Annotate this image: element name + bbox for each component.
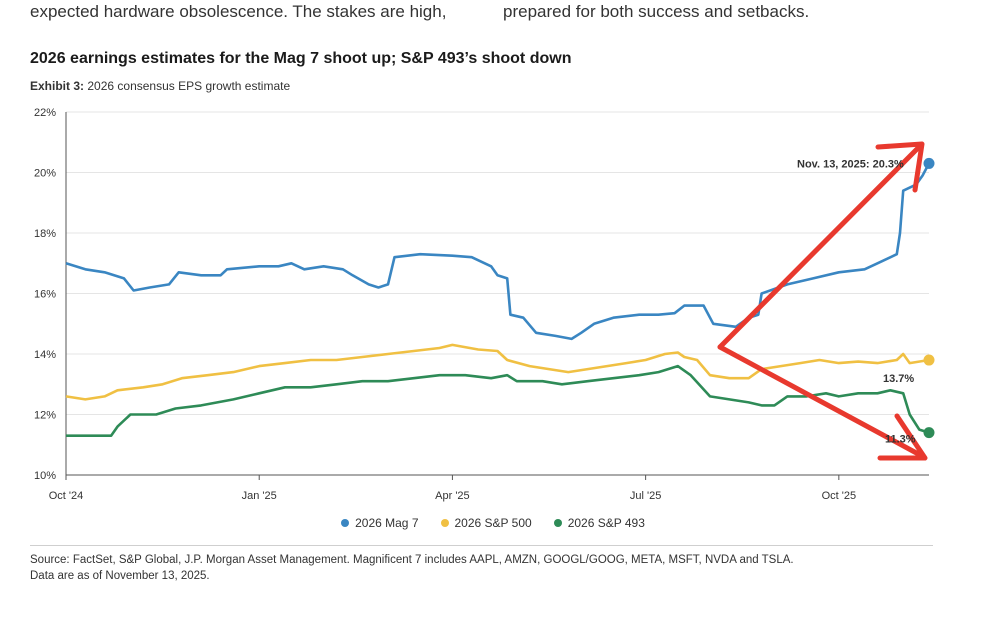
article-text-right: prepared for both success and setbacks. — [503, 2, 810, 21]
source-divider — [30, 545, 933, 546]
y-tick-label: 18% — [34, 228, 56, 240]
legend-item-sp500: 2026 S&P 500 — [440, 516, 532, 530]
series-line-mag7 — [65, 162, 931, 341]
source-line-1: Source: FactSet, S&P Global, J.P. Morgan… — [30, 554, 794, 566]
end-marker-sp493 — [923, 427, 935, 439]
arrow-down-shaft — [717, 344, 925, 459]
series-layer — [65, 157, 935, 439]
source-note: Source: FactSet, S&P Global, J.P. Morgan… — [30, 552, 930, 584]
legend-dot-mag7 — [341, 519, 350, 527]
grid-layer — [66, 111, 929, 415]
legend-label-mag7: 2026 Mag 7 — [355, 516, 419, 530]
chart-title: 2026 earnings estimates for the Mag 7 sh… — [30, 50, 572, 67]
arrow-up-shaft — [717, 143, 923, 350]
y-tick-label: 20% — [34, 168, 56, 180]
x-tick-label: Oct '24 — [49, 490, 84, 502]
arrow-down-head — [877, 413, 928, 461]
series-line-sp493 — [66, 364, 930, 437]
legend-item-mag7: 2026 Mag 7 — [341, 516, 419, 530]
legend-item-sp493: 2026 S&P 493 — [553, 516, 645, 530]
chart-subtitle: Exhibit 3: 2026 consensus EPS growth est… — [30, 79, 290, 93]
y-tick-label: 22% — [34, 107, 56, 119]
x-tick-label: Jul '25 — [630, 490, 661, 502]
y-tick-label: 10% — [34, 470, 56, 482]
axis-layer: 10% 12% 14% 16% 18% 20% 22% Oct '24 Jan '25 Apr '… — [34, 107, 929, 502]
label-layer: Nov. 13, 2025: 20.3% 13.7% 11.3% — [797, 158, 916, 445]
y-tick-label: 14% — [34, 349, 56, 361]
x-tick-label: Jan '25 — [242, 490, 277, 502]
annotation-sp500: 13.7% — [883, 373, 914, 385]
legend-dot-sp500 — [440, 519, 449, 527]
annotation-mag7: Nov. 13, 2025: 20.3% — [797, 158, 904, 170]
article-text-left: expected hardware obsolescence. The stak… — [30, 2, 447, 21]
chart-legend: 2026 Mag 7 2026 S&P 500 2026 S&P 493 — [0, 516, 986, 530]
y-tick-label: 12% — [34, 410, 56, 422]
x-tick-label: Oct '25 — [822, 490, 857, 502]
end-marker-mag7 — [923, 157, 935, 169]
end-marker-sp500 — [923, 354, 935, 366]
subtitle-text: 2026 consensus EPS growth estimate — [87, 79, 291, 93]
annotation-sp493: 11.3% — [885, 434, 916, 446]
arrow-annotation — [717, 141, 928, 461]
legend-dot-sp493 — [553, 519, 562, 527]
exhibit-label: Exhibit 3: — [30, 79, 85, 93]
source-line-2: Data are as of November 13, 2025. — [30, 570, 210, 582]
y-tick-label: 16% — [34, 289, 56, 301]
legend-label-sp500: 2026 S&P 500 — [454, 516, 532, 530]
x-tick-label: Apr '25 — [435, 490, 470, 502]
legend-label-sp493: 2026 S&P 493 — [567, 516, 645, 530]
arrow-up-head — [875, 141, 925, 193]
series-line-sp500 — [65, 343, 930, 401]
